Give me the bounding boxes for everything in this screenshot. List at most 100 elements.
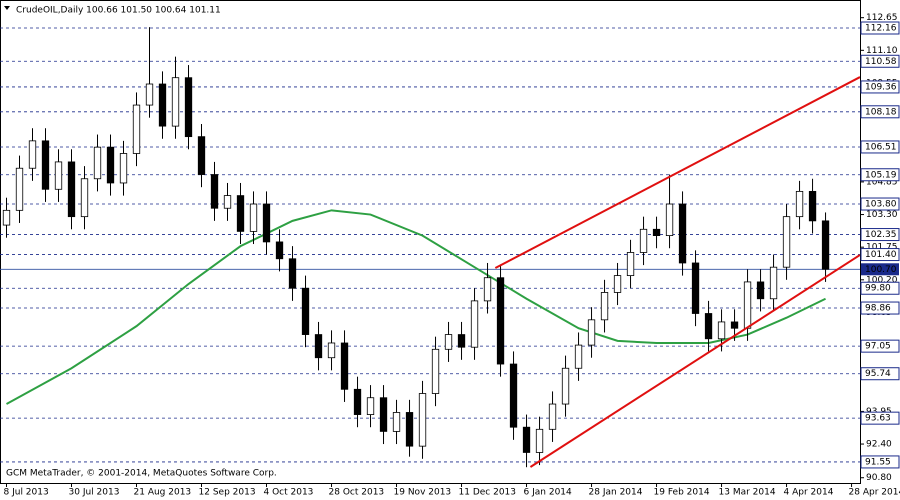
level-label-box xyxy=(860,281,900,295)
candle-body xyxy=(106,146,115,184)
candle-body xyxy=(691,262,700,314)
x-tick-label: 12 Sep 2013 xyxy=(199,488,256,498)
y-tick-label: 112.65 xyxy=(866,13,898,23)
candle-body xyxy=(223,195,232,209)
x-tick-label: 6 Jan 2014 xyxy=(524,488,572,498)
level-label-box xyxy=(860,21,900,35)
candle-body xyxy=(405,412,414,447)
copyright: GCM MetaTrader, © 2001-2014, MetaQuotes … xyxy=(6,469,277,479)
candle-body xyxy=(340,342,349,390)
candle-body xyxy=(275,241,284,260)
level-label-box xyxy=(860,455,900,469)
candle-body xyxy=(652,228,661,237)
level-label-box xyxy=(860,54,900,68)
plot-frame xyxy=(0,0,861,484)
candle-body xyxy=(561,367,570,405)
level-label-box xyxy=(860,168,900,182)
candle-body xyxy=(301,287,310,335)
y-tick-label: 92.40 xyxy=(866,440,892,450)
candle-body xyxy=(808,190,817,222)
candle-body xyxy=(795,190,804,218)
level-label-box xyxy=(860,411,900,425)
y-tick-label: 104.85 xyxy=(866,177,898,187)
level-label: 112.16 xyxy=(865,24,897,34)
level-label-box xyxy=(860,105,900,119)
x-tick-label: 28 Jan 2014 xyxy=(589,488,643,498)
level-label-box xyxy=(860,248,900,262)
price-label-box xyxy=(861,263,899,276)
candle-body xyxy=(379,397,388,432)
level-label: 103.80 xyxy=(865,200,897,210)
trend-line xyxy=(494,76,860,269)
candle-body xyxy=(119,153,128,184)
level-label: 108.18 xyxy=(865,107,897,117)
candle-body xyxy=(535,428,544,453)
candle-body xyxy=(613,275,622,293)
price-label: 100.70 xyxy=(865,265,897,275)
title-icon xyxy=(4,6,10,10)
candle-body xyxy=(249,203,258,232)
level-label: 91.55 xyxy=(865,457,891,467)
candle-body xyxy=(496,277,505,365)
chart-title: CrudeOIL,Daily 100.66 101.50 100.64 101.… xyxy=(16,6,221,16)
level-label-box xyxy=(860,197,900,211)
candle-body xyxy=(626,252,635,277)
x-tick-label: 28 Oct 2013 xyxy=(329,488,385,498)
y-tick-label: 111.10 xyxy=(866,46,898,56)
level-label: 102.35 xyxy=(865,230,897,240)
candle-body xyxy=(171,77,180,127)
candle-body xyxy=(431,348,440,394)
candle-body xyxy=(392,412,401,432)
candle-body xyxy=(522,426,531,453)
level-label: 101.40 xyxy=(865,250,897,260)
level-label: 105.19 xyxy=(865,170,897,180)
candle-body xyxy=(470,300,479,348)
candle-body xyxy=(327,342,336,359)
x-tick-label: 8 Jul 2013 xyxy=(4,488,49,498)
candle-body xyxy=(548,403,557,430)
trend-line xyxy=(529,254,860,468)
x-tick-label: 11 Dec 2013 xyxy=(459,488,517,498)
level-label: 95.74 xyxy=(865,369,891,379)
level-label: 109.36 xyxy=(865,82,897,92)
candle-body xyxy=(418,393,427,447)
level-label: 110.58 xyxy=(865,57,897,67)
x-tick-label: 19 Nov 2013 xyxy=(394,488,452,498)
moving-average xyxy=(6,209,826,405)
candle-body xyxy=(67,161,76,218)
candle-body xyxy=(639,228,648,253)
candle-body xyxy=(132,104,141,154)
candle-body xyxy=(743,281,752,329)
level-label-box xyxy=(860,80,900,94)
candle-body xyxy=(587,319,596,346)
level-label-box xyxy=(860,140,900,154)
y-tick-label: 101.75 xyxy=(866,243,898,253)
x-tick-label: 21 Aug 2013 xyxy=(134,488,192,498)
candle-body xyxy=(184,77,193,138)
candle-body xyxy=(15,167,24,211)
candle-body xyxy=(80,178,89,218)
candle-body xyxy=(2,209,11,226)
level-label: 93.63 xyxy=(865,414,891,424)
level-label: 98.86 xyxy=(865,304,891,314)
candle-body xyxy=(665,203,674,237)
candle-body xyxy=(704,313,713,340)
level-label-box xyxy=(860,301,900,315)
level-label: 99.80 xyxy=(865,284,891,294)
level-label: 97.05 xyxy=(865,342,891,352)
candle-body xyxy=(145,83,154,106)
candle-body xyxy=(717,321,726,340)
level-label: 106.51 xyxy=(865,142,897,152)
candle-body xyxy=(444,334,453,350)
candle-body xyxy=(483,277,492,302)
candle-body xyxy=(197,136,206,175)
candle-body xyxy=(210,174,219,209)
candle-body xyxy=(457,334,466,348)
x-tick-label: 4 Apr 2014 xyxy=(784,488,834,498)
candle-body xyxy=(730,321,739,329)
y-tick-label: 100.20 xyxy=(866,275,898,285)
level-label-box xyxy=(860,339,900,353)
level-label-box xyxy=(860,367,900,381)
candle-body xyxy=(821,220,830,270)
